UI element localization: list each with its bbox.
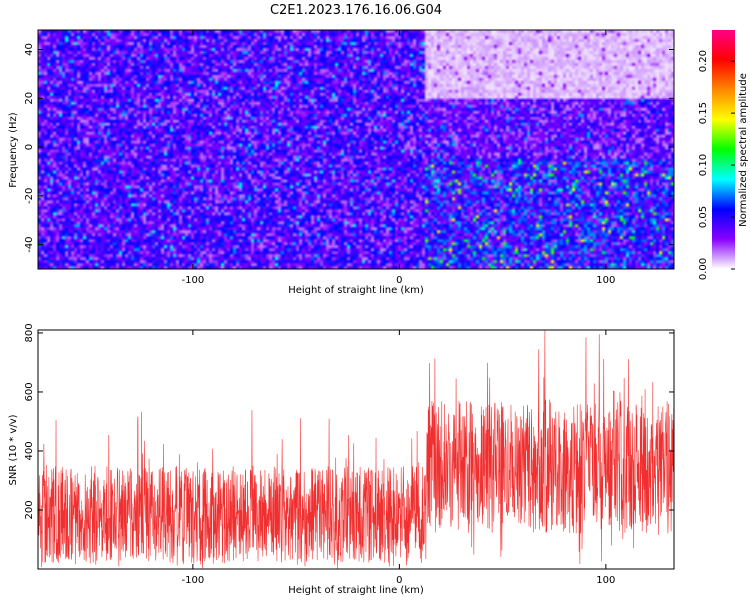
figure-title: C2E1.2023.176.16.06.G04 <box>270 3 442 18</box>
colorbar-tick-label: 0.15 <box>698 102 709 124</box>
spectrogram-frame <box>37 29 675 270</box>
y-tick-label: 40 <box>24 43 35 56</box>
snr-x-ticks: -100 0 100 <box>182 330 615 586</box>
snr-y-axis-label: SNR (10 * v/v) <box>8 414 19 485</box>
y-tick-label: 800 <box>24 323 35 342</box>
colorbar: 0.00 0.05 0.10 0.15 0.20 Normalized spectral… <box>698 30 749 280</box>
snr-frame <box>37 329 675 570</box>
y-tick-label: 200 <box>24 500 35 519</box>
colorbar-tick-label: 0.20 <box>698 50 709 72</box>
x-tick-label: 100 <box>596 275 615 286</box>
x-tick-label: -100 <box>182 275 205 286</box>
colorbar-tick-label: 0.00 <box>698 258 709 280</box>
x-tick-label: 100 <box>596 575 615 586</box>
y-tick-label: 20 <box>24 92 35 105</box>
snr-panel: -100 0 100 200 400 600 800 Height of straight… <box>8 323 675 596</box>
spectrogram-image <box>38 30 674 269</box>
colorbar-ticks: 0.00 0.05 0.10 0.15 0.20 <box>698 50 735 280</box>
colorbar-tick-label: 0.05 <box>698 206 709 228</box>
spectrogram-x-axis-label: Height of straight line (km) <box>288 285 424 296</box>
y-tick-label: 0 <box>24 144 35 150</box>
spectrogram-y-ticks: -40 -20 0 20 40 <box>24 43 674 253</box>
spectrogram-panel: -100 0 100 -40 -20 0 20 40 Height of straight … <box>8 29 675 296</box>
colorbar-tick-label: 0.10 <box>698 154 709 176</box>
spectrogram-y-axis-label: Frequency (Hz) <box>8 112 19 188</box>
x-tick-label: -100 <box>182 575 205 586</box>
spectrogram-x-ticks: -100 0 100 <box>182 30 615 286</box>
colorbar-gradient <box>712 30 735 269</box>
y-tick-label: -20 <box>24 188 35 204</box>
snr-series-line <box>37 330 675 569</box>
x-tick-label: 0 <box>396 275 402 286</box>
y-tick-label: 600 <box>24 382 35 401</box>
snr-x-axis-label: Height of straight line (km) <box>288 585 424 596</box>
colorbar-label: Normalized spectral amplitude <box>738 73 749 227</box>
y-tick-label: -40 <box>24 236 35 252</box>
x-tick-label: 0 <box>396 575 402 586</box>
y-tick-label: 400 <box>24 441 35 460</box>
snr-y-ticks: 200 400 600 800 <box>24 323 674 520</box>
